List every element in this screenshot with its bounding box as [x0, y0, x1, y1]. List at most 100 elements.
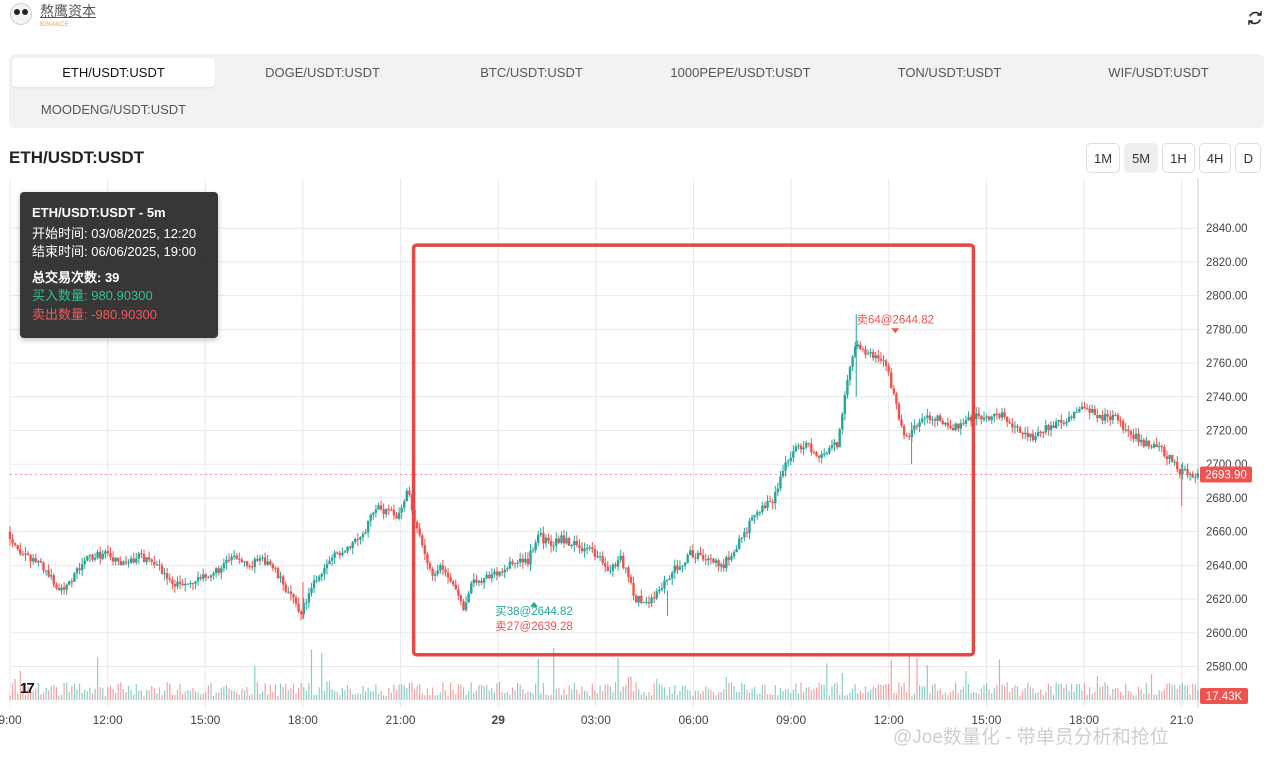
volume-bar [645, 695, 648, 700]
candle-body [905, 435, 908, 437]
volume-bar [1065, 684, 1068, 700]
tab-moodeng[interactable]: MOODENG/USDT:USDT [40, 102, 187, 117]
volume-bar [53, 684, 55, 700]
volume-bar [671, 693, 673, 700]
candle-body [274, 567, 277, 569]
volume-bar [578, 694, 581, 700]
volume-bar [663, 687, 666, 700]
candle-body [431, 568, 434, 576]
candle-body [39, 560, 43, 563]
volume-bar [339, 695, 341, 700]
candle-body [1150, 446, 1153, 448]
candle-body [998, 414, 1001, 418]
volume-bar [336, 691, 338, 700]
candle-body [60, 587, 63, 591]
candle-body [871, 351, 875, 359]
tab-ton[interactable]: TON/USDT:USDT [897, 65, 1002, 80]
y-tick-label: 2840.00 [1206, 223, 1248, 235]
candle-body [604, 563, 607, 567]
candle-body [526, 558, 530, 565]
volume-bar [596, 693, 599, 700]
candle-body [155, 564, 159, 566]
volume-bar [308, 683, 310, 700]
candle-body [37, 560, 40, 563]
candle-body [689, 550, 692, 556]
tab-btc[interactable]: BTC/USDT:USDT [480, 65, 583, 80]
volume-bar [478, 684, 480, 700]
volume-bar [774, 685, 776, 700]
candle-body [609, 570, 612, 572]
volume-bar [625, 684, 627, 700]
volume-bar [37, 682, 39, 700]
interval-4h[interactable]: 4H [1198, 143, 1232, 173]
interval-1h[interactable]: 1H [1162, 143, 1195, 173]
candle-body [699, 552, 702, 555]
candle-body [789, 457, 792, 462]
candle-body [477, 580, 481, 583]
volume-bar [635, 682, 637, 700]
tab-wif[interactable]: WIF/USDT:USDT [1108, 65, 1209, 80]
x-tick-label: 12:00 [874, 713, 904, 727]
volume-bar [942, 694, 944, 700]
candle-body [451, 581, 455, 585]
candle-body [995, 413, 999, 415]
tooltip-total: 总交易次数: 39 [32, 269, 120, 285]
volume-bar [434, 695, 436, 700]
volume-bar [952, 689, 954, 700]
volume-bar [764, 684, 766, 700]
candle-body [165, 573, 169, 579]
volume-bar [457, 684, 459, 700]
candle-body [892, 388, 896, 394]
volume-bar [447, 695, 449, 700]
tab-doge[interactable]: DOGE/USDT:USDT [265, 65, 380, 80]
candle-body [366, 520, 370, 533]
volume-bar [545, 694, 547, 700]
candle-body [967, 416, 970, 421]
candle-body [13, 543, 17, 546]
candle-body [243, 561, 246, 563]
interval-5m[interactable]: 5M [1124, 143, 1159, 173]
volume-bar [947, 694, 949, 700]
volume-bar [743, 684, 745, 700]
volume-bar [746, 689, 748, 700]
candle-body [882, 360, 885, 362]
candle-body [900, 419, 903, 426]
volume-bar [424, 695, 426, 700]
refresh-icon[interactable] [1246, 9, 1264, 27]
volume-bar [1117, 688, 1119, 700]
volume-bar [42, 692, 45, 700]
brand-name[interactable]: 熬鹰资本 [40, 3, 96, 19]
volume-bar [383, 695, 385, 700]
candle-body [75, 568, 79, 574]
candle-body [341, 552, 344, 556]
sell-arrow-icon [891, 328, 900, 334]
candle-body [132, 558, 135, 563]
volume-bar [978, 693, 980, 700]
candle-body [701, 554, 705, 560]
candle-body [555, 538, 558, 546]
candle-body [444, 569, 447, 573]
volume-bar [426, 688, 429, 700]
candle-body [611, 564, 615, 571]
candle-body [369, 514, 372, 521]
volume-bar [661, 685, 663, 700]
volume-bar [352, 694, 354, 700]
x-tick-label: 03:00 [581, 713, 611, 727]
candle-body [191, 582, 195, 584]
volume-bar [1063, 687, 1065, 700]
candlestick-chart[interactable]: 2840.00 2820.00 2800.00 2780.00 2760.00 2740.… [0, 178, 1280, 738]
tab-1000pepe[interactable]: 1000PEPE/USDT:USDT [670, 65, 811, 80]
volume-bar [1027, 682, 1029, 700]
volume-bar [769, 694, 771, 700]
interval-d[interactable]: D [1235, 143, 1262, 173]
tab-eth[interactable]: ETH/USDT:USDT [12, 58, 215, 87]
interval-1m[interactable]: 1M [1086, 143, 1121, 173]
candle-body [464, 602, 468, 611]
candle-body [470, 583, 473, 594]
candle-body [506, 568, 509, 570]
candle-body [1137, 433, 1140, 443]
candle-body [727, 557, 731, 560]
candle-body [91, 554, 94, 560]
volume-bar [401, 684, 403, 700]
volume-bar [511, 687, 514, 700]
